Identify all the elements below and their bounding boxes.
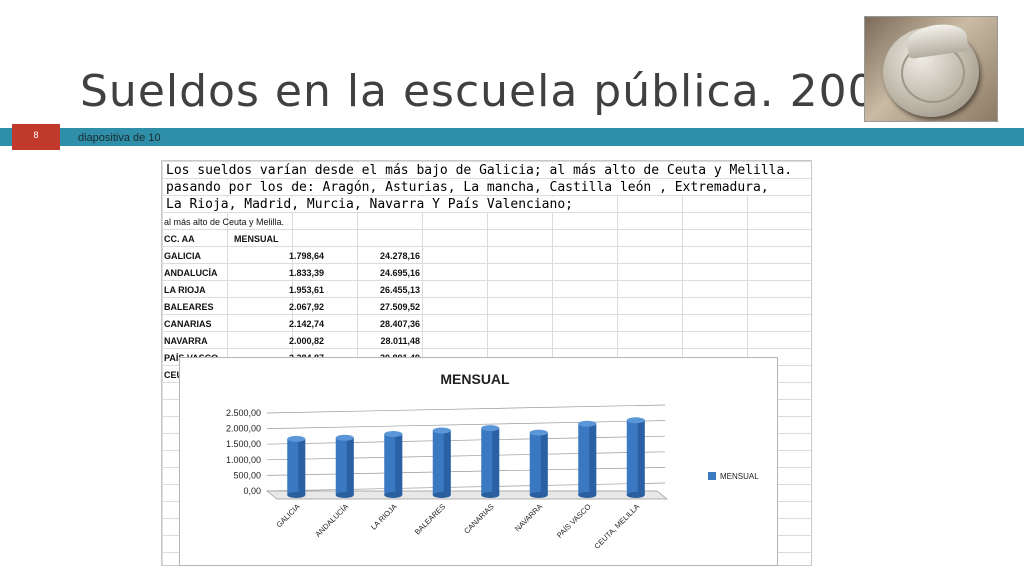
coin-photo	[864, 16, 998, 122]
table-row: BALEARES 2.067,92 27.509,52	[162, 299, 811, 316]
table-row: ANDALUCÍA 1.833,39 24.695,16	[162, 265, 811, 282]
bar-base	[481, 492, 500, 498]
bar-base	[529, 492, 548, 498]
x-tick-label: NAVARRA	[513, 502, 544, 533]
bar-shade	[540, 432, 548, 495]
cell-region: LA RIOJA	[164, 285, 206, 295]
chart[interactable]: MENSUAL 0,00 500,00 1.000,00 1.500,00 2.000,…	[179, 357, 778, 566]
x-tick-label: GALICIA	[274, 502, 301, 529]
legend-swatch	[708, 472, 716, 480]
small-note: al más alto de Ceuta y Melilla.	[164, 217, 285, 227]
cell-annual: 28.011,48	[380, 336, 420, 346]
table-row: CANARIAS 2.142,74 28.407,36	[162, 316, 811, 333]
bar-base	[432, 492, 451, 498]
cell-region: NAVARRA	[164, 336, 208, 346]
bar-shade	[395, 434, 403, 495]
table-header-row: CC. AA MENSUAL	[162, 231, 811, 248]
y-tick-label: 1.000,00	[226, 455, 261, 465]
gridline	[266, 467, 666, 476]
bar-chart-svg: MENSUAL 0,00 500,00 1.000,00 1.500,00 2.000,…	[226, 371, 759, 551]
cell-monthly: 2.142,74	[288, 319, 324, 329]
legend-label: MENSUAL	[720, 472, 759, 481]
y-tick-label: 500,00	[233, 470, 261, 480]
cell-annual: 28.407,36	[379, 319, 420, 329]
small-note-row: al más alto de Ceuta y Melilla.	[162, 214, 811, 231]
cell-monthly: 1.798,64	[288, 251, 324, 261]
table-row: LA RIOJA 1.953,61 26.455,13	[162, 282, 811, 299]
bar-cap	[287, 435, 306, 442]
cell-region: CANARIAS	[164, 319, 212, 329]
bar-base	[626, 492, 645, 498]
cell-monthly: 1.833,39	[288, 268, 324, 278]
bar-cap	[626, 417, 645, 424]
header-monthly: MENSUAL	[234, 234, 279, 244]
slide-counter-label: diapositiva de 10	[78, 132, 161, 144]
x-tick-label: CEUTA, MELILLA	[592, 502, 641, 551]
slide-number-badge: 8	[12, 124, 60, 150]
bar-shade	[443, 430, 451, 495]
bar-shade	[298, 438, 306, 495]
cell-annual: 26.455,13	[379, 285, 420, 295]
cell-monthly: 1.953,61	[288, 285, 324, 295]
bar-shade	[637, 420, 645, 495]
bar-cap	[578, 420, 597, 427]
note-line-1: Los sueldos varían desde el más bajo de …	[166, 163, 797, 178]
gridline	[266, 435, 666, 445]
header-region: CC. AA	[164, 234, 195, 244]
bar-cap	[384, 431, 403, 438]
table-row: GALICIA 1.798,64 24.278,16	[162, 248, 811, 265]
x-tick-label: ANDALUCÍA	[313, 502, 350, 539]
gridline	[266, 420, 666, 429]
slide-header-bar	[0, 128, 1024, 146]
bar-shade	[346, 437, 354, 495]
cell-region: GALICIA	[164, 251, 201, 261]
bar-base	[578, 492, 597, 498]
note-line-2: pasando por los de: Aragón, Asturias, La…	[166, 180, 773, 195]
gridline	[266, 482, 666, 492]
bar-cap	[335, 434, 354, 441]
slide-title: Sueldos en la escuela pública. 2008.	[80, 66, 921, 117]
x-tick-label: BALEARES	[413, 502, 447, 536]
cell-monthly: 2.067,92	[288, 302, 324, 312]
x-tick-label: CANARIAS	[462, 502, 495, 535]
bar-cap	[481, 425, 500, 432]
x-tick-label: PAÍS VASCO	[555, 502, 593, 540]
cell-annual: 27.509,52	[379, 302, 420, 312]
table-row: NAVARRA 2.000,82 28.011,48	[162, 333, 811, 350]
bar-base	[335, 492, 354, 498]
chart-floor	[266, 490, 668, 500]
bar-cap	[529, 429, 548, 436]
bar-base	[287, 492, 306, 498]
cell-annual: 24.278,16	[379, 251, 420, 261]
cell-region: ANDALUCÍA	[164, 268, 218, 278]
y-tick-label: 0,00	[243, 486, 261, 496]
x-tick-label: LA RIOJA	[369, 502, 399, 532]
y-tick-label: 1.500,00	[226, 439, 261, 449]
y-tick-label: 2.500,00	[226, 408, 261, 418]
cell-monthly: 2.000,82	[288, 336, 324, 346]
bar-shade	[589, 423, 597, 495]
bar-shade	[492, 428, 500, 495]
gridline	[266, 404, 666, 414]
note-line-3: La Rioja, Madrid, Murcia, Navarra Y País…	[166, 197, 577, 212]
y-tick-label: 2.000,00	[226, 424, 261, 434]
cell-annual: 24.695,16	[379, 268, 420, 278]
bar-base	[384, 492, 403, 498]
gridline	[266, 451, 666, 461]
chart-title: MENSUAL	[440, 371, 510, 387]
bar-cap	[432, 427, 451, 434]
cell-region: BALEARES	[164, 302, 214, 312]
